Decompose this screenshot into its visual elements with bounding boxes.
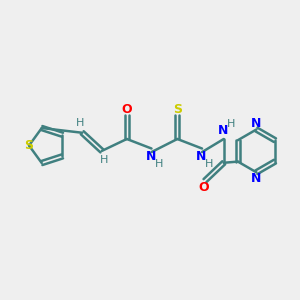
Text: N: N	[218, 124, 228, 137]
Text: H: H	[155, 159, 163, 169]
Text: S: S	[173, 103, 182, 116]
Text: S: S	[25, 139, 34, 152]
Text: N: N	[251, 172, 262, 185]
Text: O: O	[122, 103, 132, 116]
Text: H: H	[76, 118, 84, 128]
Text: H: H	[205, 159, 214, 169]
Text: N: N	[251, 117, 262, 130]
Text: N: N	[146, 150, 156, 163]
Text: O: O	[198, 181, 209, 194]
Text: N: N	[196, 150, 207, 163]
Text: H: H	[227, 118, 235, 128]
Text: H: H	[100, 155, 108, 165]
